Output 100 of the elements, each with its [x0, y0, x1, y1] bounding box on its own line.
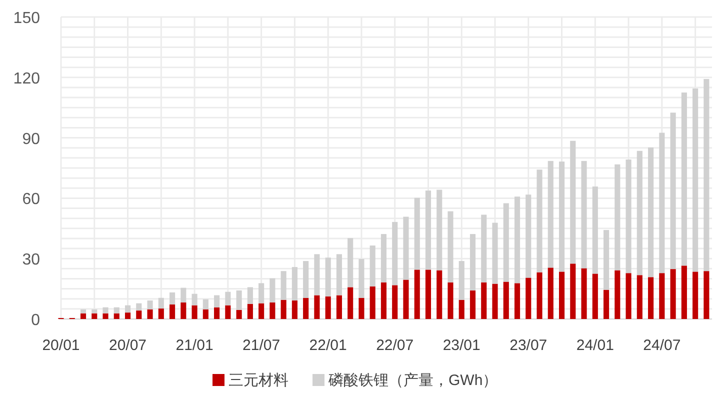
bar [102, 313, 108, 319]
bar [481, 214, 487, 282]
bar [325, 296, 331, 319]
bar [247, 304, 253, 319]
bar [92, 313, 98, 319]
bar [380, 234, 386, 282]
bar [403, 280, 409, 319]
bar [604, 230, 610, 290]
bar [236, 290, 242, 310]
bar [704, 79, 710, 272]
bar [192, 305, 198, 319]
y-tick-label: 150 [13, 10, 40, 27]
bar [626, 160, 632, 274]
y-tick-label: 90 [22, 130, 40, 148]
bar [481, 282, 487, 319]
bar [280, 271, 286, 300]
bar [659, 132, 665, 274]
bar [604, 290, 610, 319]
bar [570, 264, 576, 319]
bar [136, 303, 142, 311]
bar [370, 246, 376, 286]
bar [136, 310, 142, 319]
bar [180, 302, 186, 319]
y-tick-label: 0 [31, 312, 40, 329]
bar [225, 305, 231, 319]
bar [314, 254, 320, 296]
bar [80, 309, 86, 314]
bar [214, 295, 220, 308]
bar [202, 299, 208, 310]
bar [147, 309, 153, 319]
bar [270, 302, 276, 319]
bar [236, 310, 242, 319]
x-tick-label: 20/07 [108, 337, 147, 354]
bar [314, 295, 320, 319]
x-tick-label: 21/07 [242, 337, 280, 354]
bar [692, 88, 698, 272]
bar [403, 216, 409, 280]
bar [626, 273, 632, 319]
bar [704, 271, 710, 319]
bar [670, 112, 676, 270]
bar [358, 298, 364, 319]
bar [102, 307, 108, 314]
bar [292, 300, 298, 319]
bar [114, 313, 120, 319]
bar [648, 147, 654, 278]
x-tick-label: 22/01 [309, 337, 347, 354]
bar [503, 203, 509, 282]
legend-label: 磷酸铁锂（产量，GWh） [328, 372, 498, 389]
bar [614, 164, 620, 270]
y-tick-label: 120 [13, 70, 40, 88]
bar [303, 298, 309, 319]
bar [258, 283, 264, 304]
bar [392, 222, 398, 286]
bar [280, 300, 286, 319]
bar [247, 287, 253, 304]
bar [436, 270, 442, 319]
bar [659, 273, 665, 319]
bar [336, 295, 342, 319]
bar [180, 288, 186, 302]
x-tick-label: 24/01 [576, 337, 614, 354]
bar [258, 303, 264, 319]
bar [492, 284, 498, 319]
bar [570, 140, 576, 264]
bar [636, 275, 642, 319]
bar [147, 300, 153, 310]
bar [225, 292, 231, 306]
bar [558, 162, 565, 272]
bar [170, 304, 176, 319]
bar [124, 305, 131, 313]
bar [170, 292, 176, 305]
bar [336, 254, 342, 296]
bar [670, 269, 676, 319]
bar [436, 190, 442, 270]
bar [681, 92, 687, 266]
bar [348, 287, 354, 319]
x-tick-label: 24/07 [643, 337, 681, 354]
bar [202, 309, 208, 319]
bar [303, 261, 309, 298]
bar [325, 258, 331, 296]
x-tick-label: 23/01 [442, 337, 480, 354]
x-tick-label: 23/07 [510, 337, 548, 354]
bar [470, 290, 476, 319]
bar [581, 268, 587, 319]
bar [648, 277, 654, 319]
bar [158, 308, 164, 319]
bar [348, 238, 354, 288]
bar [681, 266, 687, 319]
bar [158, 298, 164, 309]
bar [581, 160, 587, 268]
bar [692, 272, 698, 319]
bar [358, 259, 364, 298]
legend-label: 三元材料 [228, 372, 288, 389]
bar [492, 222, 498, 284]
bar [592, 186, 598, 274]
bar [80, 313, 86, 319]
y-tick-label: 60 [22, 191, 40, 208]
bar [536, 272, 542, 319]
bar [292, 267, 298, 300]
bar [114, 307, 120, 314]
bar [503, 282, 509, 319]
